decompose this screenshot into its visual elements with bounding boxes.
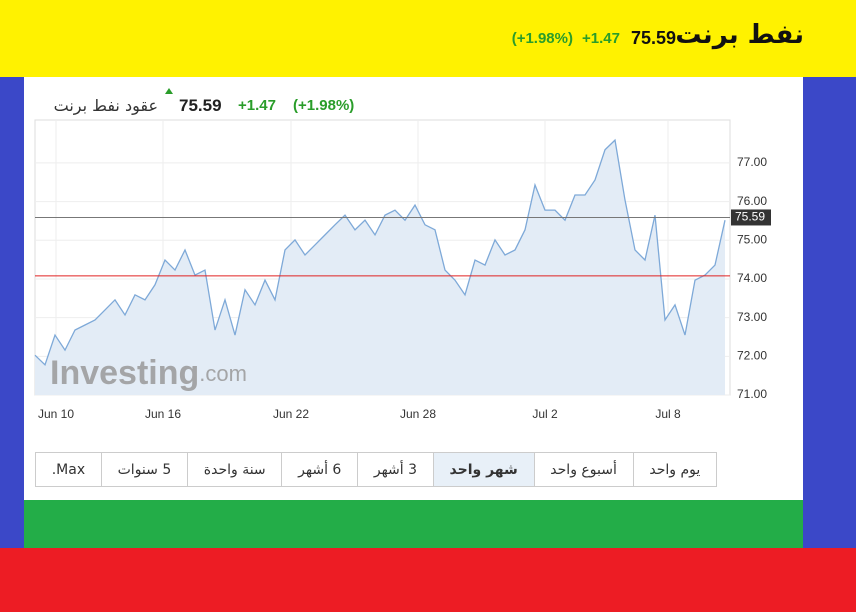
header-change-percent: (+1.98%)	[511, 30, 573, 47]
right-strip	[803, 77, 856, 550]
range-tab[interactable]: Max.	[51, 461, 86, 478]
watermark-brand: Investing	[50, 354, 199, 392]
price-line	[34, 138, 726, 367]
x-tick-label: Jun 10	[38, 407, 74, 421]
area	[35, 140, 725, 395]
instrument-name: عقود نفط برنت	[53, 96, 158, 115]
current-price-label: 75.59	[735, 210, 765, 224]
header-bar	[0, 0, 856, 77]
y-tick-label: 72.00	[737, 348, 767, 362]
x-tick-label: Jul 8	[655, 407, 681, 421]
watermark: Investing.com	[50, 354, 247, 392]
range-tab[interactable]: سنة واحدة	[187, 453, 281, 486]
range-tab[interactable]: يوم واحد	[632, 453, 716, 486]
chart-price: 75.59	[179, 96, 222, 115]
range-tab[interactable]: شهر واحد	[432, 453, 534, 486]
y-tick-label: 71.00	[737, 387, 767, 401]
range-tab[interactable]: 5 سنوات	[100, 453, 187, 486]
y-tick-label: 73.00	[737, 310, 767, 324]
x-tick-label: Jun 16	[145, 407, 181, 421]
chart-change: +1.47	[238, 97, 276, 114]
y-tick-label: 77.00	[737, 155, 767, 169]
y-tick-label: 76.00	[737, 194, 767, 208]
header-price: 75.59	[630, 28, 676, 48]
range-tab[interactable]: أسبوع واحد	[533, 453, 633, 486]
chart-change-percent: (+1.98%)	[293, 97, 355, 114]
header-change: +1.47	[582, 30, 620, 47]
x-tick-label: Jul 2	[532, 407, 558, 421]
red-bar	[0, 548, 856, 612]
x-tick-label: Jun 22	[273, 407, 309, 421]
y-tick-label: 75.00	[737, 232, 767, 246]
left-strip	[0, 77, 24, 550]
range-tab[interactable]: 6 أشهر	[281, 453, 357, 486]
watermark-suffix: .com	[199, 361, 247, 386]
y-tick-label: 74.00	[737, 271, 767, 285]
up-arrow	[165, 88, 173, 94]
range-tabs: يوم واحد أسبوع واحد شهر واحد 3 أشهر 6 أشهر سن…	[35, 452, 717, 487]
header-title: نفط برنت	[675, 20, 804, 50]
current-price-box	[731, 209, 771, 226]
x-tick-label: Jun 28	[400, 407, 436, 421]
green-bar	[24, 500, 803, 548]
range-tab[interactable]: 3 أشهر	[357, 453, 433, 486]
